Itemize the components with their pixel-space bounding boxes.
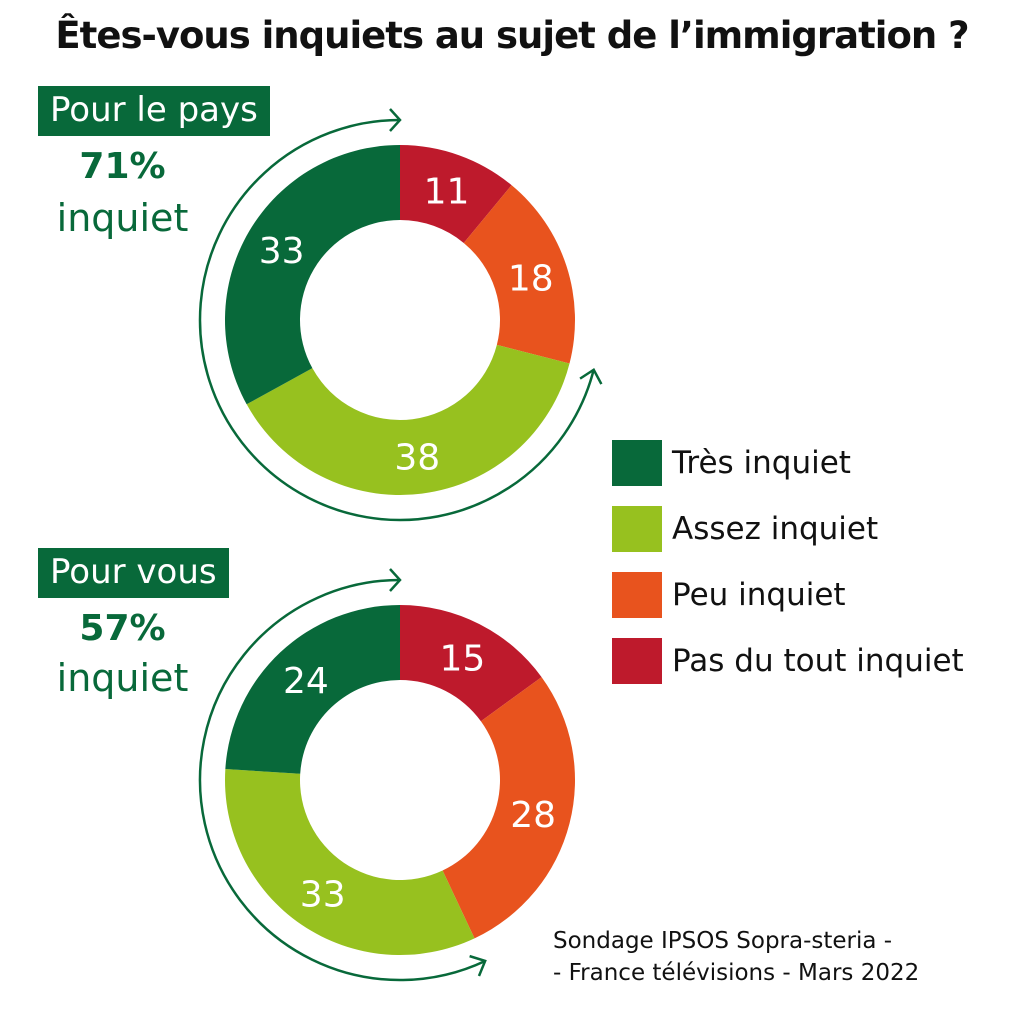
chart-title: Êtes-vous inquiets au sujet de l’immigra… xyxy=(55,14,969,57)
donut-segment xyxy=(442,677,576,939)
chart1-summary-label: inquiet xyxy=(56,196,189,240)
data-label: 33 xyxy=(259,231,305,272)
data-label: 28 xyxy=(510,795,556,836)
chart1-title: Pour le pays xyxy=(38,86,270,136)
source-line-1: Sondage IPSOS Sopra-steria - xyxy=(553,928,893,954)
donut-segment xyxy=(225,605,400,774)
chart2-title: Pour vous xyxy=(38,548,229,598)
arrowhead-icon xyxy=(389,108,402,132)
donut-segment xyxy=(224,145,400,405)
donut-segment xyxy=(400,605,542,722)
legend-swatch xyxy=(612,572,662,618)
chart2-summary-label: inquiet xyxy=(56,656,189,700)
source-note: Sondage IPSOS Sopra-steria - - France té… xyxy=(553,925,919,989)
donut-segment xyxy=(246,344,570,496)
data-label: 24 xyxy=(283,661,329,702)
inquiet-arc xyxy=(198,578,486,982)
donut-segment xyxy=(463,185,575,364)
arrowhead-icon xyxy=(389,568,402,592)
donut-segment xyxy=(224,769,475,956)
arrowhead-icon xyxy=(469,954,487,977)
legend-item-assez: Assez inquiet xyxy=(612,496,964,562)
source-line-2: - France télévisions - Mars 2022 xyxy=(553,960,920,986)
data-label: 15 xyxy=(440,638,486,679)
legend-label: Très inquiet xyxy=(672,445,851,481)
data-label: 11 xyxy=(424,172,470,213)
data-label: 33 xyxy=(300,875,346,916)
data-label: 18 xyxy=(508,259,554,300)
inquiet-arc xyxy=(198,118,595,522)
legend: Très inquiet Assez inquiet Peu inquiet P… xyxy=(612,430,964,694)
legend-label: Peu inquiet xyxy=(672,577,846,613)
chart1-summary-value: 71% xyxy=(79,146,166,187)
legend-swatch xyxy=(612,506,662,552)
data-label: 38 xyxy=(394,437,440,478)
legend-item-tres: Très inquiet xyxy=(612,430,964,496)
legend-label: Assez inquiet xyxy=(672,511,879,547)
chart2-summary-value: 57% xyxy=(79,608,166,649)
arrowhead-icon xyxy=(579,367,603,385)
legend-swatch xyxy=(612,440,662,486)
donut-segment xyxy=(400,145,512,243)
legend-label: Pas du tout inquiet xyxy=(672,643,964,679)
legend-swatch xyxy=(612,638,662,684)
legend-item-pas: Pas du tout inquiet xyxy=(612,628,964,694)
legend-item-peu: Peu inquiet xyxy=(612,562,964,628)
